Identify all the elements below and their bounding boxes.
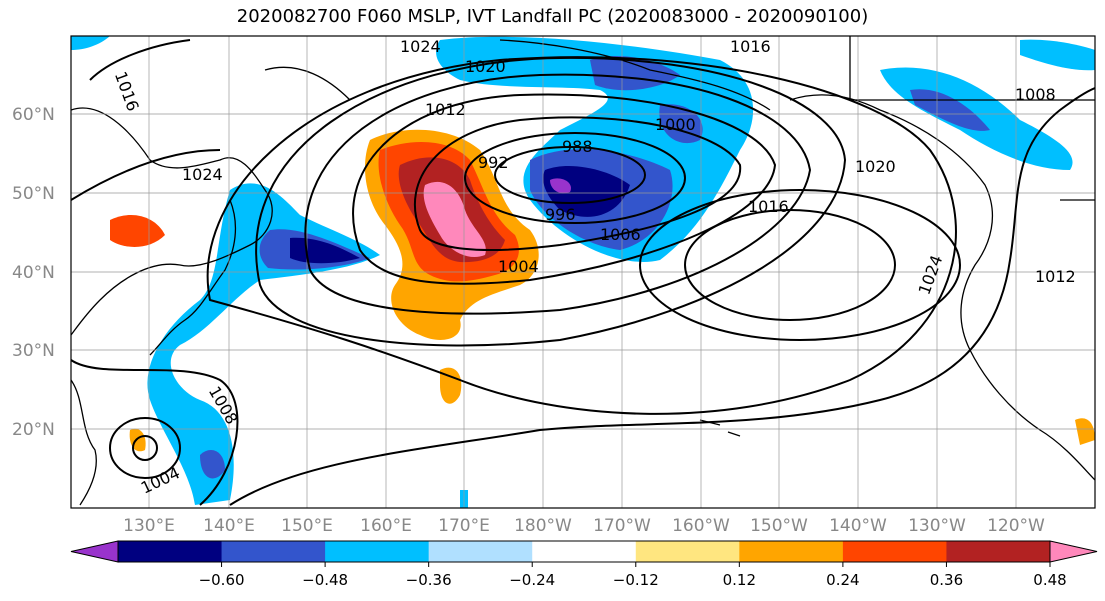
- lat-label: 30°N: [12, 341, 55, 361]
- isobar-label: 1024: [182, 165, 223, 184]
- colorbar-tick-label: −0.24: [509, 571, 555, 589]
- lon-label: 130°E: [123, 516, 175, 536]
- lon-label: 160°W: [672, 516, 730, 536]
- isobar-label: 1012: [1035, 267, 1076, 286]
- colorbar-tick-label: −0.36: [406, 571, 452, 589]
- colorbar-tick-label: 0.36: [930, 571, 963, 589]
- colorbar-segment: [842, 541, 947, 562]
- isobar-label: 1016: [730, 37, 771, 56]
- colorbar-segment: [428, 541, 533, 562]
- colorbar-segment: [532, 541, 637, 562]
- colorbar-tick-label: −0.60: [199, 571, 245, 589]
- graticule: [71, 36, 1095, 508]
- colorbar-segment: [118, 541, 223, 562]
- isobar-label: 1012: [425, 100, 466, 119]
- isobar-label: 1020: [465, 57, 506, 76]
- isobar-label: 996: [545, 205, 576, 224]
- lon-label: 150°E: [281, 516, 333, 536]
- colorbar: −0.60 −0.48 −0.36 −0.24 −0.12 0.12 0.24 0.36 0.4…: [70, 540, 1098, 589]
- colorbar-segment: [635, 541, 740, 562]
- colorbar-tick-label: −0.12: [613, 571, 659, 589]
- lat-label: 20°N: [12, 420, 55, 440]
- isobar-label: 1004: [498, 257, 539, 276]
- lat-label: 40°N: [12, 263, 55, 283]
- colorbar-tick-label: 0.12: [723, 571, 756, 589]
- isobar-label: 1024: [400, 37, 441, 56]
- colorbar-tick-label: 0.48: [1033, 571, 1066, 589]
- map-title: 2020082700 F060 MSLP, IVT Landfall PC (2…: [236, 6, 869, 27]
- map-border: [70, 35, 1096, 509]
- isobar-label: 1006: [600, 225, 641, 244]
- lon-label: 120°W: [987, 516, 1045, 536]
- colorbar-segment: [325, 541, 430, 562]
- lon-label: 170°E: [438, 516, 490, 536]
- longitude-labels: 130°E 140°E 150°E 160°E 170°E 180°W 170°…: [123, 516, 1045, 536]
- lat-label: 50°N: [12, 184, 55, 204]
- isobar-label: 1008: [1015, 85, 1056, 104]
- colorbar-segment: [221, 541, 326, 562]
- lon-label: 130°W: [908, 516, 966, 536]
- lon-label: 170°W: [593, 516, 651, 536]
- isobars: [71, 39, 1095, 506]
- lat-label: 60°N: [12, 105, 55, 125]
- colorbar-tick-label: 0.24: [826, 571, 859, 589]
- isobar-label: 1000: [655, 115, 696, 134]
- colorbar-segment: [739, 541, 844, 562]
- lon-label: 180°W: [514, 516, 572, 536]
- lon-label: 160°E: [360, 516, 412, 536]
- lon-label: 140°W: [829, 516, 887, 536]
- latitude-labels: 60°N 50°N 40°N 30°N 20°N: [12, 105, 55, 440]
- colorbar-extend-min: [70, 540, 119, 563]
- isobar-label: 992: [478, 153, 509, 172]
- coastlines: [71, 36, 1095, 506]
- isobar-label: 988: [562, 137, 593, 156]
- isobar-label: 1016: [748, 197, 789, 216]
- colorbar-tick-label: −0.48: [302, 571, 348, 589]
- colorbar-segment: [946, 541, 1051, 562]
- lon-label: 140°E: [203, 516, 255, 536]
- lon-label: 150°W: [750, 516, 808, 536]
- isobar-label: 1020: [855, 157, 896, 176]
- colorbar-outline: [117, 540, 1051, 563]
- colorbar-extend-max: [1049, 540, 1098, 563]
